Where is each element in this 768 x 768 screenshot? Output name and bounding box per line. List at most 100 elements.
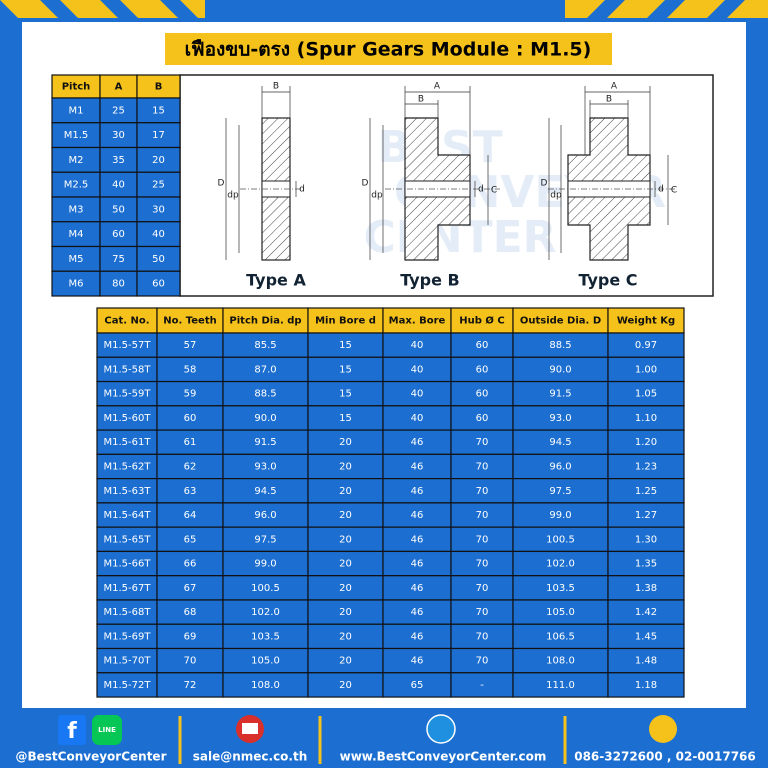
column-header: Pitch Dia. dp (229, 316, 301, 327)
social-handle[interactable]: @BestConveyorCenter (16, 750, 167, 764)
cell-text: 40 (411, 389, 424, 400)
table-cell (96, 478, 158, 504)
cell-text: M1.5-59T (104, 389, 152, 400)
line-icon[interactable] (92, 715, 122, 745)
cell-text: 40 (411, 413, 424, 424)
table-cell (96, 502, 158, 528)
cell-text: 1.25 (635, 486, 657, 497)
cell-text: M1.5-68T (104, 607, 152, 618)
email[interactable]: sale@nmec.co.th (193, 750, 308, 764)
cell-text: 70 (476, 486, 489, 497)
cell-text: 57 (184, 340, 197, 351)
table-cell (607, 575, 685, 601)
title-box (165, 33, 612, 65)
cell-text: 60 (152, 279, 165, 290)
cell-text: 30 (112, 130, 125, 141)
cell-text: 20 (339, 583, 352, 594)
cell-text: 87.0 (254, 364, 276, 375)
cell-text: 58 (184, 364, 197, 375)
cell-text: 0.97 (635, 340, 657, 351)
cell-text: 40 (152, 229, 165, 240)
cell-text: 60 (476, 413, 489, 424)
table-cell (96, 453, 158, 480)
cell-text: 15 (339, 340, 352, 351)
table-cell (607, 429, 685, 455)
cell-text: 1.45 (635, 631, 657, 642)
type-label: Type B (400, 271, 460, 290)
cell-text: 94.5 (254, 486, 276, 497)
dim-label: D (362, 179, 369, 189)
cell-text: 70 (476, 559, 489, 570)
gear-type-b (369, 86, 500, 261)
table-cell (450, 332, 514, 358)
cell-text: 60 (112, 229, 125, 240)
table-cell (450, 429, 514, 455)
cell-text: M1.5-61T (104, 437, 152, 448)
table-cell (307, 526, 384, 553)
cell-text: 40 (112, 180, 125, 191)
cell-text: 100.5 (546, 534, 575, 545)
dim-label: D (541, 179, 548, 189)
column-header: Min Bore d (315, 316, 376, 327)
cell-text: 88.5 (549, 340, 571, 351)
cell-text: 61 (184, 437, 197, 448)
cell-text: 20 (339, 607, 352, 618)
cell-text: 88.5 (254, 389, 276, 400)
table-cell (382, 599, 452, 625)
table-cell (450, 672, 514, 698)
table-cell (382, 502, 452, 528)
cell-text: 106.5 (546, 631, 575, 642)
cell-text: 90.0 (549, 364, 571, 375)
cell-text: M1.5-57T (104, 340, 152, 351)
cell-text: 46 (411, 559, 424, 570)
table-cell (607, 647, 685, 674)
table-cell (99, 270, 138, 297)
table-cell (156, 647, 224, 674)
cell-text: 20 (339, 559, 352, 570)
dim-label: B (273, 82, 279, 92)
cell-text: 68 (184, 607, 197, 618)
cell-text: M1.5-67T (104, 583, 152, 594)
cell-text: 65 (411, 680, 424, 691)
cell-text: 69 (184, 631, 197, 642)
header-cell (222, 307, 309, 334)
cell-text: 100.5 (251, 583, 280, 594)
phone[interactable]: 086-3272600 , 02-0017766 (574, 750, 756, 764)
cell-text: M6 (69, 279, 84, 290)
cell-text: 70 (184, 656, 197, 667)
dim-label: d (478, 185, 484, 195)
phone-icon[interactable] (649, 715, 677, 743)
table-cell (156, 478, 224, 504)
table-cell (96, 550, 158, 577)
cell-text: M1.5-62T (104, 461, 152, 472)
table-cell (382, 453, 452, 480)
website[interactable]: www.BestConveyorCenter.com (340, 750, 547, 764)
dim-label: d (658, 185, 664, 195)
table-cell (382, 550, 452, 577)
table-cell (382, 672, 452, 698)
table-cell (99, 97, 138, 124)
cell-text: M2 (69, 155, 84, 166)
table-cell (136, 245, 181, 272)
table-cell (222, 575, 309, 601)
table-cell (382, 647, 452, 674)
table-cell (512, 380, 609, 407)
cell-text: 70 (476, 631, 489, 642)
cell-text: 70 (476, 583, 489, 594)
facebook-icon[interactable] (58, 715, 86, 745)
table-cell (99, 146, 138, 173)
cell-text: 20 (339, 656, 352, 667)
web-icon[interactable] (426, 714, 456, 744)
table-cell (222, 453, 309, 480)
table-cell (512, 429, 609, 455)
cell-text: 65 (184, 534, 197, 545)
cell-text: 70 (476, 607, 489, 618)
table-cell (156, 599, 224, 625)
table-cell (96, 332, 158, 358)
cell-text: 64 (184, 510, 197, 521)
table-cell (450, 453, 514, 480)
table-cell (99, 221, 138, 248)
table-cell (96, 672, 158, 698)
cell-text: 1.23 (635, 461, 657, 472)
cell-text: 15 (339, 364, 352, 375)
